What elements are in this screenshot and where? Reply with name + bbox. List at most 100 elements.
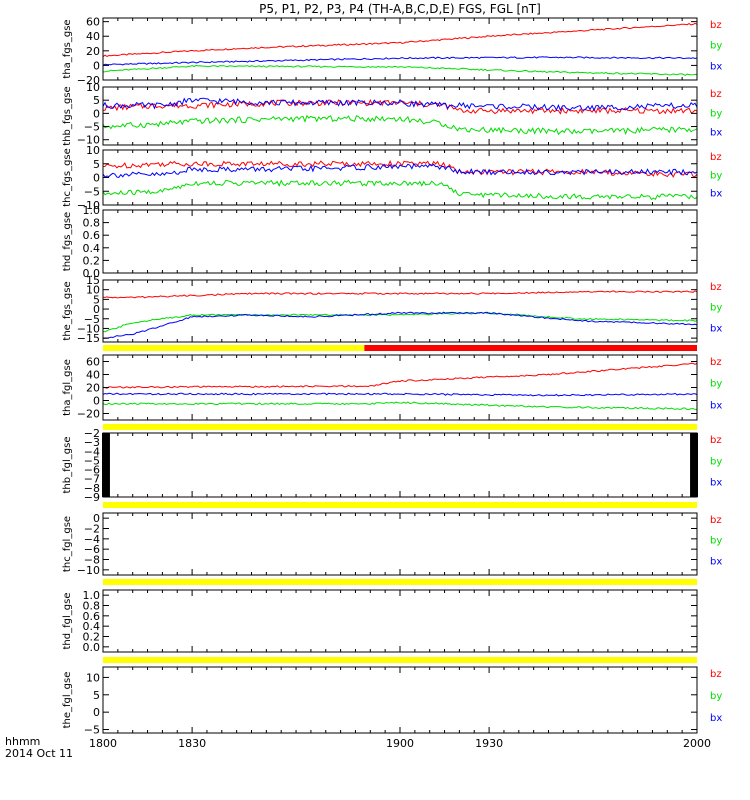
legend-label-bx: bx [710, 128, 722, 139]
legend-label-by: by [710, 108, 722, 119]
legend-label-bz: bz [710, 357, 722, 368]
status-bar-segment [103, 502, 697, 508]
ytick-label: 40 [86, 30, 100, 43]
panel-frame [102, 432, 698, 498]
ytick-label: 0.6 [83, 610, 101, 623]
series-line-bx [103, 179, 697, 201]
ytick-label: 1.0 [83, 204, 101, 217]
legend-label-bx: bx [710, 713, 722, 724]
ytick-label: −6 [84, 464, 100, 477]
series-line-by [103, 56, 697, 66]
y-axis-label: thb_fgs_gse [62, 86, 73, 145]
ytick-label: −4 [84, 445, 100, 458]
ytick-label: −8 [84, 482, 100, 495]
legend-label-by: by [710, 536, 722, 547]
status-bar-segment [103, 657, 697, 663]
series-line-by [103, 392, 697, 397]
legend-label-bz: bz [710, 435, 722, 446]
ytick-label: 10 [86, 671, 100, 684]
series-line-bx [103, 401, 697, 411]
y-axis-label: thd_fgl_gse [62, 593, 73, 650]
ytick-label: 15 [86, 274, 100, 287]
ytick-label: −20 [77, 408, 100, 421]
y-axis-label: tha_fgs_gse [62, 19, 73, 78]
ytick-label: 0.4 [83, 620, 101, 633]
panel-thc_fgl_gse: 0−2−4−6−8−10 thc_fgl_gse bz by bx [62, 512, 722, 585]
ytick-label: 0.2 [83, 254, 101, 267]
panel-thd_fgs_gse: 1.00.80.60.40.20.0 thd_fgs_gse [62, 204, 698, 280]
panel-frame [102, 209, 698, 274]
ytick-label: 0 [93, 59, 100, 72]
panel-frame [102, 589, 698, 653]
legend-label-bx: bx [710, 323, 722, 334]
panel-the_fgl_gse: 10 5 0 −5 the_fgl_gse bz by bx [62, 666, 722, 737]
legend-label-bz: bz [710, 669, 722, 680]
panel-thd_fgl_gse: 1.00.80.60.40.20.0 thd_fgl_gse [62, 589, 698, 663]
y-axis-label: thd_fgs_gse [62, 212, 73, 271]
series-line-bx [103, 64, 697, 76]
ytick-label: −5 [84, 185, 100, 198]
ytick-label: 60 [86, 16, 100, 29]
edge-mark [102, 433, 110, 497]
status-bar-segment [103, 579, 697, 585]
ytick-label: −8 [84, 554, 100, 567]
x-tick-label: 1900 [386, 737, 414, 750]
ytick-label: −5 [84, 313, 100, 326]
ytick-label: 0.0 [83, 641, 101, 654]
series-line-bz [103, 362, 697, 389]
x-tick-label: 2000 [683, 737, 711, 750]
ytick-label: 60 [86, 356, 100, 369]
ytick-label: −2 [84, 427, 100, 440]
x-tick-label: 1830 [178, 737, 206, 750]
ytick-label: 0.8 [83, 600, 101, 613]
ytick-label: 0.4 [83, 242, 101, 255]
legend-label-bz: bz [710, 89, 722, 100]
series-line-bz [103, 98, 697, 115]
ytick-label: −4 [84, 533, 100, 546]
series-line-bx [103, 311, 697, 339]
ytick-label: 5 [93, 689, 100, 702]
ytick-label: −9 [84, 491, 100, 504]
legend-label-bx: bx [710, 189, 722, 200]
ytick-label: −6 [84, 543, 100, 556]
ytick-label: −7 [84, 473, 100, 486]
ytick-label: 0 [93, 303, 100, 316]
legend-label-bx: bx [710, 478, 722, 489]
ytick-label: 0.0 [83, 267, 101, 280]
legend-label-bz: bz [710, 20, 722, 31]
y-axis-label: thc_fgl_gse [62, 516, 73, 572]
panel-frame [102, 512, 698, 576]
panel-frame [102, 279, 698, 343]
ytick-label: −20 [77, 74, 100, 87]
ytick-label: 0 [93, 706, 100, 719]
ytick-label: 0.2 [83, 631, 101, 644]
edge-mark [690, 433, 698, 497]
ytick-label: −2 [84, 523, 100, 536]
y-axis-label: thb_fgl_gse [62, 437, 73, 494]
panel-frame [102, 17, 698, 81]
ytick-label: 20 [86, 382, 100, 395]
ytick-label: −5 [84, 454, 100, 467]
y-axis-label: the_fgl_gse [62, 672, 73, 729]
ytick-label: 0.8 [83, 217, 101, 230]
series-line-by [103, 97, 697, 112]
series-line-bx [103, 114, 697, 136]
legend-label-by: by [710, 170, 722, 181]
panel-frame [102, 86, 698, 146]
y-axis-label: the_fgs_gse [62, 281, 73, 340]
ytick-label: 20 [86, 45, 100, 58]
panel-frame [102, 666, 698, 734]
x-tick-label: 1930 [475, 737, 503, 750]
legend-label-bz: bz [710, 282, 722, 293]
ytick-label: 0 [93, 172, 100, 185]
ytick-label: −10 [77, 564, 100, 577]
x-axis-label-line1: hhmm [5, 735, 40, 748]
ytick-label: −10 [77, 199, 100, 212]
legend-label-by: by [710, 691, 722, 702]
legend-label-by: by [710, 41, 722, 52]
panel-thb_fgl_gse: −2−3−4−5−6−7−8−9 thb_fgl_gse bz by bx [62, 427, 722, 508]
x-axis-label-line2: 2014 Oct 11 [5, 747, 73, 760]
